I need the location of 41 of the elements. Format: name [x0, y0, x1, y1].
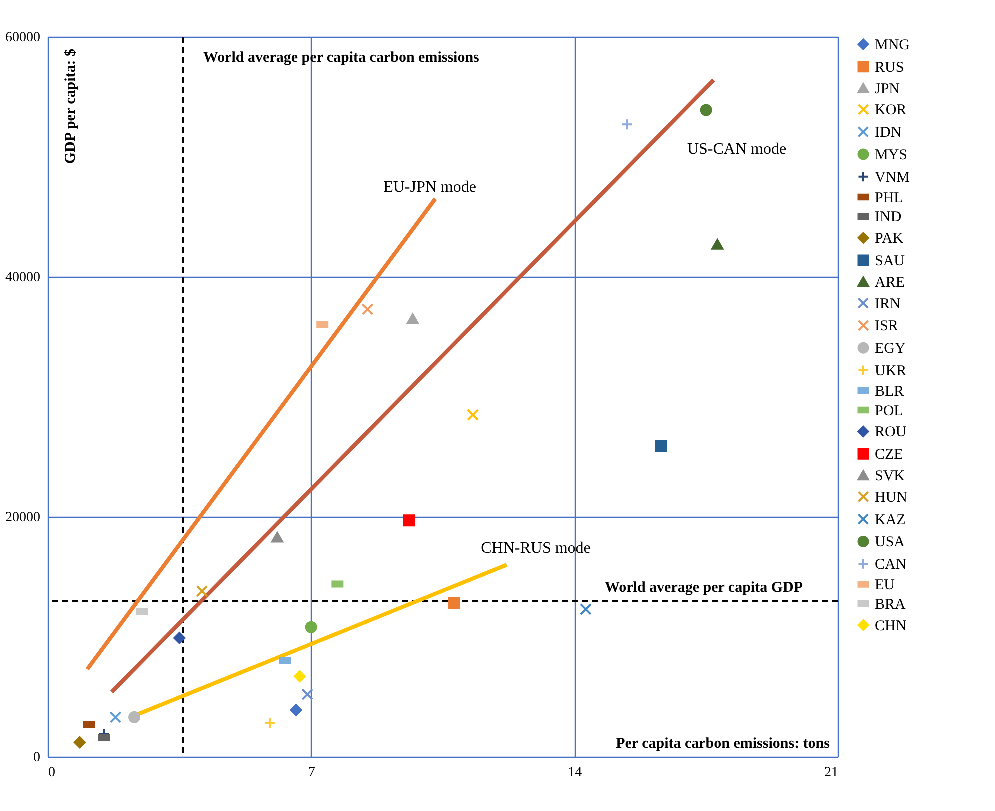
y-tick-label: 0: [34, 750, 40, 766]
legend-label: SAU: [875, 254, 906, 270]
legend-label: CZE: [875, 447, 904, 464]
legend-label: PAK: [875, 231, 904, 248]
y-tick-label: 20000: [6, 510, 40, 526]
x-axis-title: Per capita carbon emissions: tons: [616, 736, 830, 752]
legend-label: USA: [875, 534, 906, 551]
x-tick-label: 21: [824, 766, 838, 780]
x-tick-label: 7: [308, 766, 316, 780]
legend-label: CAN: [875, 557, 907, 574]
legend-label: BLR: [875, 384, 904, 400]
legend-label: ISR: [875, 318, 898, 335]
legend-label: ARE: [875, 274, 905, 291]
legend-label: BRA: [875, 596, 906, 613]
legend-label: SVK: [875, 468, 906, 484]
legend-label: UKR: [875, 364, 907, 380]
ref-line-label: World average per capita GDP: [604, 580, 803, 596]
y-axis-title: GDP per capita: $: [63, 48, 79, 164]
y-tick-label: 40000: [6, 270, 40, 286]
y-tick-label: 60000: [6, 30, 40, 46]
legend-label: KAZ: [875, 512, 906, 528]
legend-label: POL: [875, 403, 904, 420]
legend-label: MNG: [875, 38, 910, 54]
x-tick-label: 0: [48, 766, 56, 780]
legend-label: EGY: [875, 341, 906, 358]
legend-label: MYS: [875, 148, 908, 164]
legend-label: PHL: [875, 190, 904, 206]
x-tick-label: 14: [568, 766, 582, 780]
legend-label: HUN: [875, 490, 908, 506]
legend-label: VNM: [875, 170, 910, 186]
annotation: US-CAN mode: [687, 141, 787, 158]
legend-label: JPN: [875, 81, 900, 98]
legend-label: IRN: [875, 296, 901, 312]
legend-label: CHN: [875, 618, 907, 634]
legend-label: KOR: [875, 102, 907, 119]
legend-label: IND: [875, 210, 902, 226]
legend-label: EU: [875, 578, 896, 594]
annotation: EU-JPN mode: [384, 179, 476, 196]
legend-label: ROU: [875, 424, 907, 441]
legend-label: IDN: [875, 125, 902, 142]
legend-label: RUS: [875, 60, 904, 76]
